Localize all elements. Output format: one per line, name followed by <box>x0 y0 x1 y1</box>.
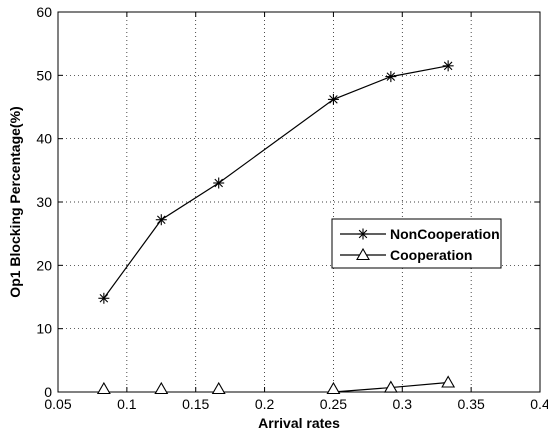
marker-stroke <box>386 72 396 81</box>
data-point-noncooperation <box>442 60 454 72</box>
marker-stroke <box>214 178 223 188</box>
y-tick-labels: 0 10 20 30 40 50 60 <box>36 4 52 400</box>
x-tick-labels: 0.05 0.1 0.15 0.2 0.25 0.3 0.35 0.4 <box>44 396 548 412</box>
y-axis-label: Op1 Blocking Percentage(%) <box>7 106 23 297</box>
legend-marker-noncooperation <box>357 228 369 240</box>
y-tick-label: 60 <box>36 4 52 20</box>
legend-asterisk-marker <box>357 228 369 240</box>
data-point-noncooperation <box>98 292 110 304</box>
data-point-cooperation <box>96 381 111 395</box>
data-point-noncooperation <box>213 177 225 189</box>
marker-stroke <box>358 229 368 239</box>
data-point-cooperation <box>383 380 398 393</box>
x-axis-label: Arrival rates <box>258 415 340 431</box>
legend-label-noncooperation: NonCooperation <box>390 226 500 242</box>
series-line-noncooperation <box>103 65 449 299</box>
data-point-noncooperation <box>155 214 167 226</box>
grid-lines <box>58 12 540 392</box>
data-point-cooperation <box>211 381 226 395</box>
x-tick-label: 0.25 <box>320 396 347 412</box>
x-tick-label: 0.35 <box>458 396 485 412</box>
y-tick-label: 40 <box>36 131 52 147</box>
y-tick-label: 30 <box>36 194 52 210</box>
data-point-cooperation <box>441 375 456 388</box>
y-tick-label: 0 <box>44 384 52 400</box>
marker-stroke <box>443 61 453 71</box>
data-point-cooperation <box>154 381 169 395</box>
x-tick-label: 0.4 <box>530 396 548 412</box>
data-point-noncooperation <box>385 71 397 83</box>
data-point-cooperation <box>326 381 341 395</box>
data-point-noncooperation <box>327 93 339 105</box>
x-tick-label: 0.2 <box>255 396 275 412</box>
x-tick-label: 0.15 <box>182 396 209 412</box>
marker-stroke <box>329 95 338 104</box>
x-tick-label: 0.05 <box>44 396 71 412</box>
marker-stroke <box>99 293 109 303</box>
x-tick-label: 0.3 <box>393 396 413 412</box>
legend-label-cooperation: Cooperation <box>390 247 472 263</box>
legend-marker-cooperation <box>356 247 370 261</box>
axis-ticks <box>57 11 541 393</box>
x-tick-label: 0.1 <box>117 396 137 412</box>
legend-triangle-marker <box>356 247 370 261</box>
y-tick-label: 20 <box>36 257 52 273</box>
legend: NonCooperation Cooperation <box>331 218 502 269</box>
y-tick-label: 10 <box>36 321 52 337</box>
y-tick-label: 50 <box>36 67 52 83</box>
data-series <box>96 60 456 395</box>
marker-stroke <box>157 215 166 225</box>
